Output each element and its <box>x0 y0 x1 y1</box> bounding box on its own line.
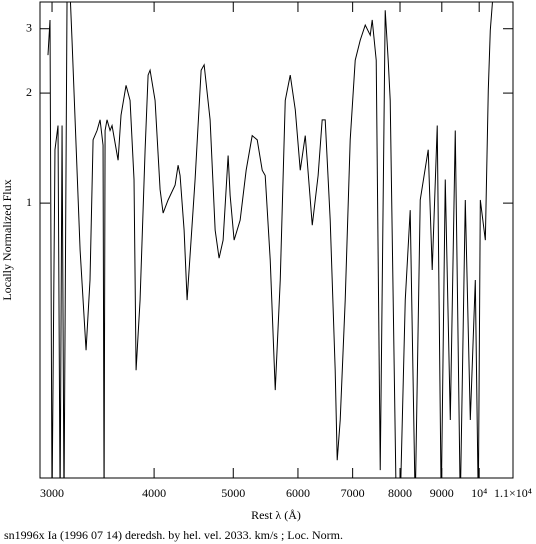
x-tick-label: 5000 <box>221 486 245 500</box>
x-tick-label: 7000 <box>341 486 365 500</box>
x-tick-label: 4000 <box>142 486 166 500</box>
x-tick-label: 10⁴ <box>471 486 487 500</box>
x-tick-label: 9000 <box>430 486 454 500</box>
x-tick-label: 8000 <box>388 486 412 500</box>
x-tick-label: 3000 <box>40 486 64 500</box>
spectrum-line <box>47 2 493 478</box>
y-axis-label: Locally Normalized Flux <box>0 179 14 300</box>
y-tick-label: 1 <box>26 195 32 209</box>
x-axis-label: Rest λ (Å) <box>251 508 301 522</box>
caption: sn1996x Ia (1996 07 14) deredsh. by hel.… <box>4 528 343 542</box>
y-tick-label: 3 <box>26 20 32 34</box>
x-tick-label: 1.1×10⁴ <box>494 486 532 500</box>
plot-frame <box>39 1 514 479</box>
x-tick-label: 6000 <box>286 486 310 500</box>
y-tick-label: 2 <box>26 85 32 99</box>
